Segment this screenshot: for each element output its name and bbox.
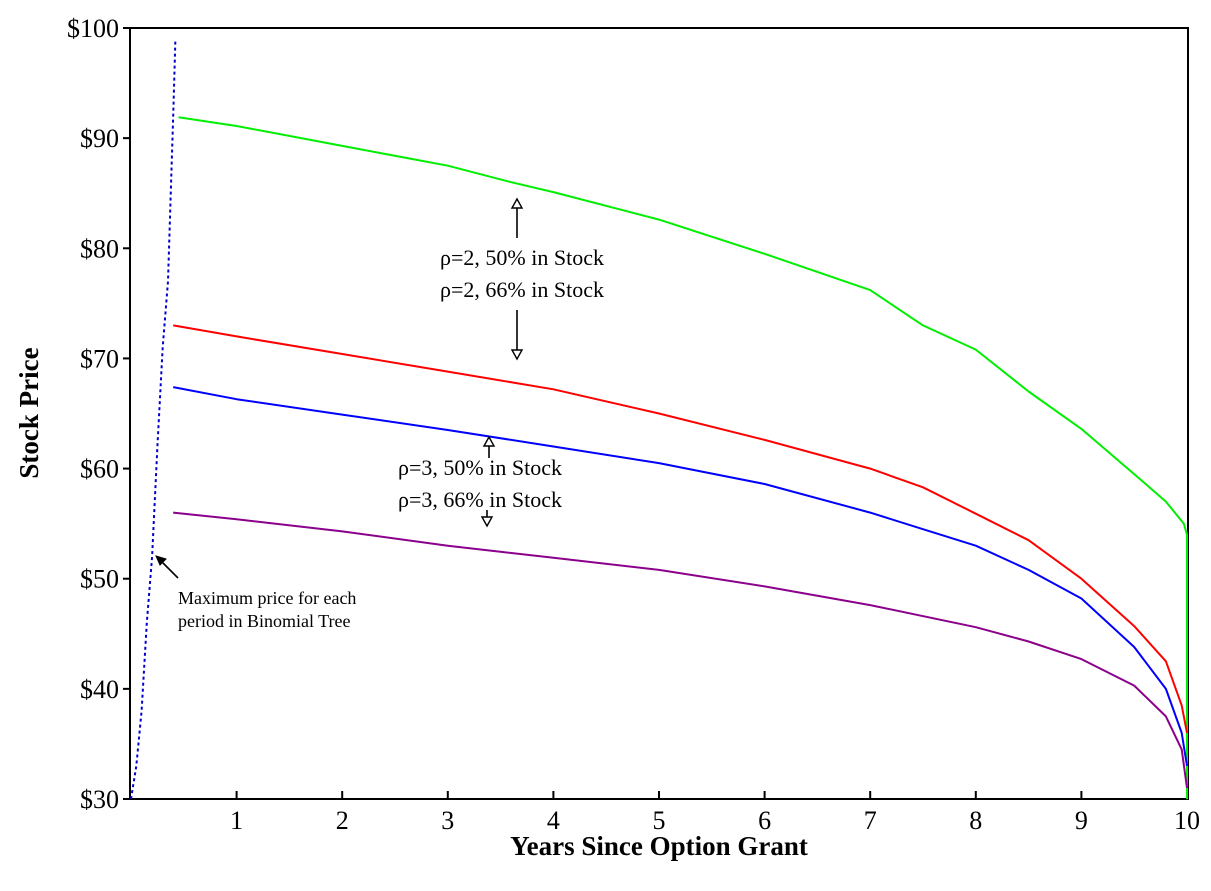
arrow-up-icon — [510, 197, 524, 209]
x-tick-label: 7 — [864, 806, 877, 835]
x-tick-label: 4 — [547, 806, 560, 835]
series-line-green — [178, 116, 1188, 799]
y-tick-label: $40 — [80, 675, 119, 704]
series-line-purple — [173, 511, 1188, 789]
annotation-rho2-line2: ρ=2, 66% in Stock — [440, 277, 604, 302]
series-line-dotted — [130, 38, 177, 800]
series-line-red — [173, 324, 1188, 734]
annotation-rho3-line2: ρ=3, 66% in Stock — [398, 487, 562, 512]
y-tick-label: $100 — [67, 14, 119, 43]
annotation-binomial: Maximum price for each period in Binomia… — [155, 555, 356, 631]
x-tick-label: 9 — [1075, 806, 1088, 835]
y-tick-label: $90 — [80, 124, 119, 153]
series-line-blue — [173, 386, 1188, 767]
x-tick-label: 8 — [969, 806, 982, 835]
x-tick-label: 2 — [336, 806, 349, 835]
annotation-rho3: ρ=3, 50% in Stock ρ=3, 66% in Stock — [398, 435, 562, 528]
y-tick-label: $50 — [80, 565, 119, 594]
arrow-diagonal-icon — [155, 555, 167, 566]
annotation-rho3-line1: ρ=3, 50% in Stock — [398, 455, 562, 480]
annotation-binomial-line1: Maximum price for each — [178, 588, 356, 608]
y-axis-title: Stock Price — [14, 347, 44, 478]
y-axis: $30 $40 $50 $60 $70 $80 $90 $100 — [67, 14, 131, 814]
arrow-down-icon — [510, 349, 524, 361]
y-tick-label: $80 — [80, 234, 119, 263]
x-tick-label: 5 — [653, 806, 666, 835]
y-tick-label: $30 — [80, 785, 119, 814]
x-axis: 1 2 3 4 5 6 7 8 9 10 — [230, 791, 1200, 835]
annotation-rho2-line1: ρ=2, 50% in Stock — [440, 245, 604, 270]
arrow-up-icon — [482, 435, 496, 447]
x-tick-label: 6 — [758, 806, 771, 835]
x-axis-title: Years Since Option Grant — [510, 831, 808, 861]
series-group — [130, 38, 1188, 800]
y-tick-label: $70 — [80, 344, 119, 373]
annotation-rho2: ρ=2, 50% in Stock ρ=2, 66% in Stock — [440, 197, 604, 361]
y-tick-label: $60 — [80, 455, 119, 484]
x-tick-label: 1 — [230, 806, 243, 835]
x-tick-label: 3 — [441, 806, 454, 835]
annotation-binomial-line2: period in Binomial Tree — [178, 611, 351, 631]
x-tick-label: 10 — [1174, 806, 1200, 835]
arrow-down-icon — [480, 516, 494, 528]
